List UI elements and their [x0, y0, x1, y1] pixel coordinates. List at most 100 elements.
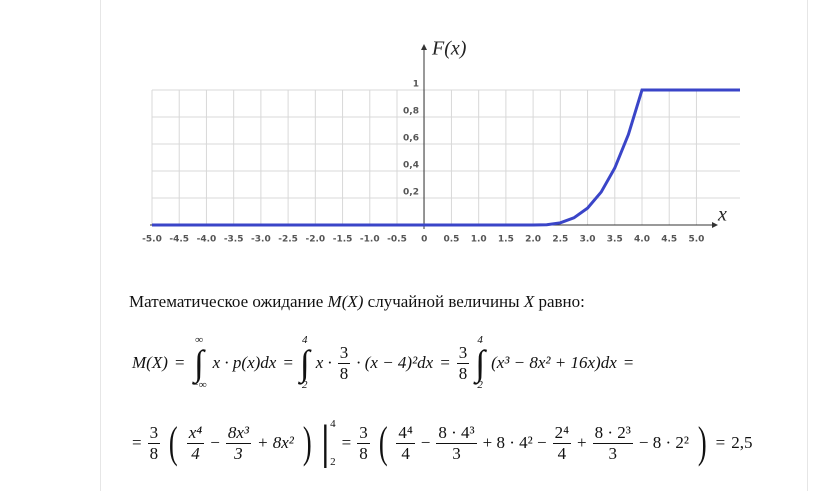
math: x · p(x)dx [212, 353, 277, 373]
math: 2,5 [731, 433, 753, 452]
paren: ) [697, 418, 707, 467]
math: − [420, 433, 431, 452]
x-tick-label: -4.5 [169, 235, 189, 245]
integral: ∞ ∫ −∞ [191, 335, 206, 391]
math: x · [315, 353, 332, 373]
x-tick-label: 5.0 [688, 235, 704, 245]
den: 3 [452, 443, 461, 463]
limit: 2 [477, 379, 483, 392]
fraction: 8 · 4³ 3 [436, 422, 477, 463]
fraction: x⁴ 4 [186, 422, 205, 463]
x-tick-label: -2.0 [305, 235, 325, 245]
den: 8 [149, 443, 159, 463]
math: · (x − 4)²dx [356, 353, 434, 373]
math: = [622, 353, 635, 373]
num: 3 [147, 422, 161, 444]
integral-sign: ∫ [475, 343, 486, 383]
evaluation-bar: | 4 2 [321, 418, 336, 468]
math: M(X) [327, 292, 364, 311]
den: 8 [458, 363, 468, 383]
den: 4 [557, 443, 567, 463]
den: 8 [339, 363, 349, 383]
math: + [577, 433, 587, 452]
line [152, 88, 740, 227]
y-tick-label: 0,2 [403, 188, 419, 198]
x-axis-arrow [712, 222, 718, 228]
den: 3 [608, 443, 618, 463]
math: M(X) [132, 353, 168, 373]
limit: 4 [330, 418, 336, 430]
x-tick-label: 4.5 [661, 235, 677, 245]
num: 8 · 2³ [592, 422, 633, 444]
y-tick-label: 1 [413, 80, 419, 90]
x-tick-label: 0 [421, 235, 427, 245]
y-tick-label: 0,8 [403, 107, 419, 117]
integral: 4 ∫ 2 [475, 335, 485, 391]
num: 2⁴ [552, 422, 572, 444]
x-tick-label: -3.0 [251, 235, 271, 245]
math: X [523, 292, 535, 311]
fraction: 2⁴ 4 [552, 422, 572, 463]
limit: 2 [330, 456, 336, 468]
integral: 4 ∫ 2 [300, 335, 310, 391]
x-tick-label: -1.0 [360, 235, 380, 245]
limit: −∞ [191, 379, 207, 392]
paren: ) [302, 418, 312, 467]
math: + 8 · 4² − [482, 433, 547, 452]
math: + 8x² [256, 433, 294, 452]
x-tick-label: -2.5 [278, 235, 298, 245]
num: x⁴ [186, 422, 205, 444]
bar: | [320, 416, 331, 469]
limit: 2 [302, 379, 308, 392]
num: 3 [357, 422, 370, 444]
math: = [132, 433, 142, 452]
x-tick-label: -0.5 [387, 235, 407, 245]
num: 8 · 4³ [436, 422, 477, 444]
fraction: 4⁴ 4 [396, 423, 415, 463]
math: − 8 · 2² [638, 433, 689, 452]
math: (x³ − 8x² + 16x)dx [491, 353, 617, 373]
den: 4 [191, 443, 200, 463]
text: случайной величины [367, 292, 520, 311]
integral-sign: ∫ [299, 343, 310, 383]
limit: 4 [477, 334, 483, 346]
page-frame [100, 0, 808, 491]
x-tick-label: -3.5 [224, 235, 244, 245]
limit: 4 [302, 334, 308, 346]
text: Математическое ожидание [129, 292, 324, 311]
y-tick-label: 0,6 [403, 134, 419, 144]
chart: -5.0 -4.5 -4.0 -3.5 -3.0 -2.5 -2.0 -1.5 -1.0 -0.5… [142, 38, 740, 245]
math: = [173, 353, 186, 373]
x-tick-label: 4.0 [634, 235, 650, 245]
num: 3 [456, 343, 470, 364]
den: 8 [359, 443, 368, 463]
limit: ∞ [195, 334, 203, 346]
num: 8x³ [225, 422, 251, 444]
paren: ( [378, 418, 388, 467]
den: 4 [401, 443, 410, 463]
x-tick-label: -4.0 [197, 235, 217, 245]
x-tick-label: -5.0 [142, 235, 162, 245]
math: − [210, 433, 220, 452]
x-tick-label: 1.0 [471, 235, 487, 245]
y-axis-label: F(x) [431, 38, 467, 60]
integral-sign: ∫ [194, 343, 204, 383]
num: 3 [337, 343, 351, 364]
math: = [715, 433, 726, 452]
math: = [341, 433, 352, 452]
fraction: 8 · 2³ 3 [592, 422, 633, 463]
x-tick-label: 3.5 [607, 235, 623, 245]
x-tick-label: 2.0 [525, 235, 541, 245]
text: равно: [538, 292, 585, 311]
paren: ( [169, 418, 178, 467]
x-tick-label: -1.5 [333, 235, 353, 245]
fraction: 8x³ 3 [225, 422, 251, 463]
x-tick-label: 0.5 [443, 235, 459, 245]
